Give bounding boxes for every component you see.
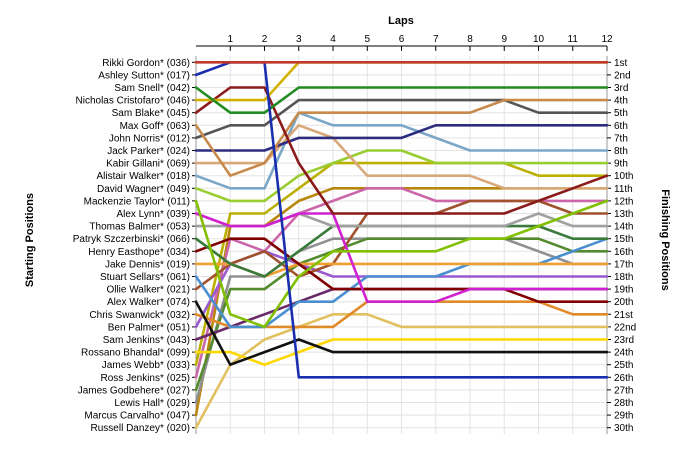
finish-position-label: 28th — [614, 398, 633, 409]
finish-position-label: 14th — [614, 222, 633, 233]
series-line — [194, 199, 609, 329]
driver-label: Max Goff* (063) — [120, 121, 190, 132]
finish-position-label: 11th — [614, 184, 633, 195]
x-tick-label: 9 — [501, 34, 507, 45]
series-line — [194, 86, 609, 215]
x-tick-label: 8 — [467, 34, 473, 45]
driver-label: Nicholas Cristofaro* (046) — [76, 96, 191, 107]
series-line — [194, 98, 609, 140]
series-line — [194, 149, 609, 203]
driver-label: Ollie Walker* (021) — [106, 285, 190, 296]
driver-label: Rossano Bhandal* (099) — [81, 348, 190, 359]
driver-label: Sam Blake* (045) — [112, 108, 190, 119]
finish-position-label: 30th — [614, 423, 633, 434]
driver-label: Stuart Sellars* (061) — [100, 272, 190, 283]
finish-position-label: 16th — [614, 247, 633, 258]
finish-position-label: 15th — [614, 234, 633, 245]
driver-label: Ben Palmer* (051) — [108, 322, 190, 333]
series-line — [194, 312, 609, 430]
driver-label: Alex Walker* (074) — [107, 297, 190, 308]
finish-position-label: 26th — [614, 373, 633, 384]
x-tick-label: 1 — [227, 34, 233, 45]
finish-position-label: 25th — [614, 360, 633, 371]
driver-label: James Godbehere* (027) — [78, 385, 190, 396]
driver-label: Kabir Gillani* (069) — [106, 159, 190, 170]
finish-position-label: 12th — [614, 196, 633, 207]
x-tick-label: 5 — [364, 34, 370, 45]
finish-position-label: 4th — [614, 96, 628, 107]
finish-position-label: 23rd — [614, 335, 634, 346]
x-tick-label: 6 — [399, 34, 405, 45]
finish-position-label: 17th — [614, 259, 633, 270]
x-tick-label: 11 — [568, 34, 579, 45]
driver-label: Patryk Szczerbinski* (066) — [73, 234, 190, 245]
x-tick-label: 2 — [262, 34, 268, 45]
driver-label: Mackenzie Taylor* (011) — [84, 196, 190, 207]
series-line — [194, 111, 609, 190]
series-line — [194, 300, 609, 367]
series-line — [194, 338, 609, 367]
finish-position-label: 3rd — [614, 83, 628, 94]
x-tick-label: 4 — [330, 34, 336, 45]
driver-label: Alex Lynn* (039) — [116, 209, 190, 220]
finish-position-label: 10th — [614, 171, 633, 182]
driver-label: Sam Jenkins* (043) — [103, 335, 190, 346]
finish-position-label: 18th — [614, 272, 633, 283]
x-tick-label: 7 — [433, 34, 439, 45]
driver-label: Marcus Carvalho* (047) — [84, 411, 190, 422]
driver-label: James Webb* (033) — [102, 360, 190, 371]
y-axis-title-right: Finishing Positions — [659, 189, 671, 290]
driver-label: John Norris* (012) — [109, 133, 190, 144]
driver-label: Henry Easthope* (034) — [88, 247, 190, 258]
driver-label: Jake Dennis* (019) — [105, 259, 190, 270]
driver-label: Ross Jenkins* (025) — [101, 373, 190, 384]
series-line — [194, 86, 609, 114]
series-line — [194, 124, 609, 152]
finish-position-label: 20th — [614, 297, 633, 308]
x-tick-label: 10 — [533, 34, 545, 45]
y-axis-title-left: Starting Positions — [24, 193, 36, 287]
finish-position-label: 1st — [614, 58, 628, 69]
driver-label: Alistair Walker* (018) — [96, 171, 190, 182]
driver-label: Chris Swanwick* (032) — [89, 310, 190, 321]
x-tick-label: 3 — [296, 34, 302, 45]
finish-position-label: 5th — [614, 108, 628, 119]
driver-label: Jack Parker* (024) — [107, 146, 190, 157]
driver-label: Sam Snell* (042) — [114, 83, 190, 94]
driver-label: Lewis Hall* (029) — [114, 398, 190, 409]
finish-position-label: 13th — [614, 209, 633, 220]
driver-label: Ashley Sutton* (017) — [98, 70, 190, 81]
x-axis-title: Laps — [388, 15, 414, 27]
driver-label: Rikki Gordon* (036) — [102, 58, 190, 69]
finish-position-label: 8th — [614, 146, 628, 157]
driver-label: Thomas Balmer* (053) — [89, 222, 190, 233]
driver-label: David Wagner* (049) — [97, 184, 190, 195]
finish-position-label: 9th — [614, 159, 628, 170]
finish-position-label: 6th — [614, 121, 628, 132]
series-line — [194, 237, 609, 392]
series-line — [194, 212, 609, 304]
finish-position-label: 19th — [614, 285, 633, 296]
finish-position-label: 24th — [614, 348, 633, 359]
series-line — [194, 161, 609, 367]
finish-position-label: 2nd — [614, 70, 631, 81]
finish-position-label: 27th — [614, 385, 633, 396]
series-line — [194, 237, 609, 304]
finish-position-label: 29th — [614, 411, 633, 422]
driver-label: Russell Danzey* (020) — [91, 423, 191, 434]
series-line — [194, 98, 609, 177]
finish-position-label: 21st — [614, 310, 633, 321]
series-group — [194, 60, 609, 430]
finish-position-label: 7th — [614, 133, 628, 144]
finish-position-label: 22nd — [614, 322, 636, 333]
x-tick-label: 12 — [601, 34, 613, 45]
